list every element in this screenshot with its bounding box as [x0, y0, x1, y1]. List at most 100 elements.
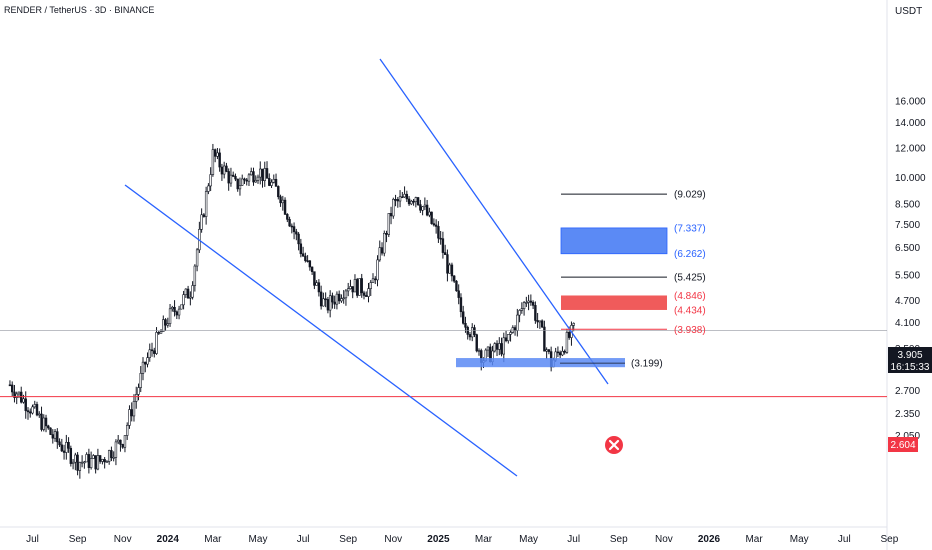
- candle-body: [504, 337, 508, 342]
- candle-body: [114, 441, 118, 458]
- candle-body: [92, 455, 95, 459]
- candle-body: [432, 223, 436, 226]
- level-label: (7.337): [674, 223, 706, 234]
- candle-body: [177, 308, 181, 316]
- candle-body: [547, 349, 551, 352]
- candle-body: [527, 300, 530, 303]
- candle-body: [13, 391, 16, 398]
- candle-body: [265, 168, 269, 179]
- candle-body: [87, 454, 91, 468]
- time-tick-label: Sep: [881, 534, 899, 545]
- candle-body: [135, 394, 138, 402]
- candle-body: [15, 393, 18, 398]
- candle-body: [231, 174, 235, 177]
- candle-body: [500, 343, 503, 355]
- candle-body: [567, 332, 571, 338]
- candle-body: [365, 295, 368, 297]
- candle-body: [220, 166, 224, 175]
- candle-body: [450, 264, 454, 277]
- candle-body: [340, 298, 343, 302]
- candle-body: [202, 214, 206, 217]
- candle-body: [123, 435, 127, 448]
- candle-body: [47, 425, 50, 429]
- candle-body: [425, 204, 429, 216]
- time-tick-label: Mar: [745, 534, 763, 545]
- stop-x-icon: [605, 436, 623, 454]
- candle-body: [234, 176, 237, 180]
- candle-body: [362, 292, 366, 296]
- candle-body: [513, 327, 517, 331]
- candle-body: [414, 197, 418, 202]
- candle-body: [538, 320, 542, 323]
- candle-body: [252, 171, 255, 183]
- candle-body: [360, 278, 363, 294]
- candle-body: [516, 314, 519, 331]
- candle-body: [112, 457, 115, 459]
- candle-body: [403, 193, 406, 198]
- candle-body: [346, 288, 350, 292]
- candle-body: [389, 213, 393, 217]
- target-zone-blue: [560, 227, 668, 255]
- candle-body: [430, 211, 433, 224]
- candle-body: [507, 334, 510, 342]
- time-tick-label: Jul: [838, 534, 851, 545]
- candle-body: [222, 165, 226, 175]
- candle-body: [509, 332, 512, 335]
- price-axis[interactable]: 16.000 14.000 12.000 10.000 8.500 7.500 6.500 5…: [895, 96, 926, 442]
- candle-body: [157, 332, 160, 334]
- candle-body: [529, 300, 533, 303]
- candle-body: [486, 346, 490, 351]
- candle-body: [162, 319, 165, 332]
- price-tick-label: 2.700: [895, 386, 920, 397]
- candle-body: [317, 282, 321, 293]
- candle-body: [121, 444, 124, 448]
- candle-body: [398, 196, 402, 202]
- candle-body: [464, 323, 467, 328]
- level-label: (4.846): [674, 291, 706, 302]
- candle-body: [268, 178, 271, 186]
- candle-body: [304, 255, 307, 261]
- candle-body: [168, 308, 172, 324]
- candle-body: [455, 280, 458, 292]
- candle-body: [98, 455, 102, 462]
- candle-body: [405, 193, 409, 200]
- candle-body: [448, 264, 451, 274]
- candle-body: [443, 252, 447, 255]
- candle-body: [522, 302, 526, 309]
- time-tick-label: Nov: [655, 534, 673, 545]
- candle-body: [471, 327, 474, 338]
- level-label: (3.938): [674, 325, 706, 336]
- time-axis[interactable]: Jul Sep Nov 2024 Mar May Jul Sep Nov 2025 Mar May Ju…: [26, 534, 899, 545]
- candle-body: [333, 301, 336, 305]
- candle-body: [256, 176, 260, 181]
- price-tick-label: 8.500: [895, 199, 920, 210]
- candle-body: [103, 459, 106, 463]
- time-tick-label: 2025: [427, 534, 450, 545]
- candle-body: [313, 271, 316, 286]
- candle-body: [209, 174, 212, 187]
- candle-body: [69, 447, 73, 464]
- candle-body: [337, 293, 341, 302]
- candle-body: [324, 298, 327, 301]
- candle-body: [525, 302, 528, 304]
- candle-body: [101, 459, 104, 462]
- candle-body: [392, 199, 395, 217]
- candle-body: [349, 286, 352, 290]
- candle-body: [62, 450, 66, 453]
- time-tick-label: 2026: [698, 534, 721, 545]
- candle-body: [459, 297, 463, 313]
- candle-body: [475, 334, 478, 352]
- candle-body: [207, 185, 210, 192]
- candle-body: [536, 320, 539, 323]
- candle-body: [353, 279, 357, 293]
- candle-body: [545, 349, 548, 352]
- currency-label: USDT: [895, 6, 922, 17]
- time-tick-label: Jul: [26, 534, 39, 545]
- candle-body: [159, 331, 163, 334]
- candle-body: [540, 320, 544, 328]
- candle-body: [462, 311, 465, 324]
- candle-body: [238, 185, 242, 190]
- candle-body: [155, 332, 158, 354]
